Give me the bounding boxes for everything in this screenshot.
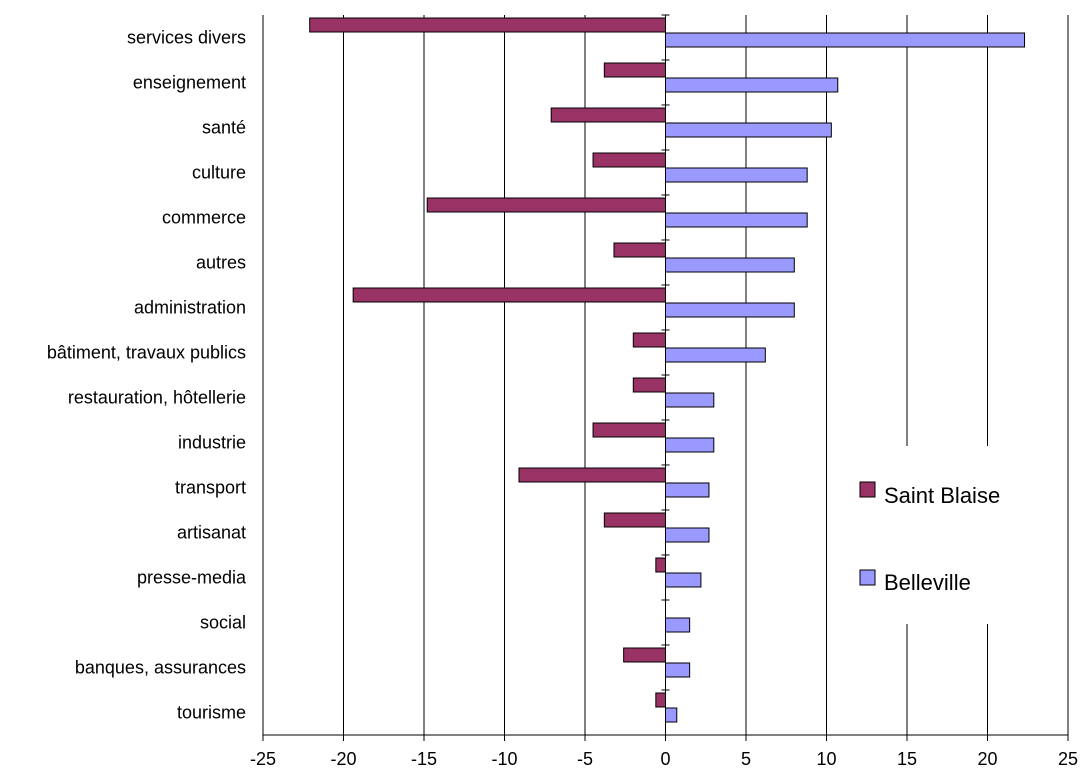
x-tick-labels: -25 -20 -15 -10 -5 0 5 10 15 20 25 <box>250 749 1078 769</box>
legend-background <box>850 446 1026 624</box>
category-label: presse-media <box>137 568 247 588</box>
bar-belleville <box>665 662 691 678</box>
x-tick-label: 15 <box>897 749 917 769</box>
x-tick-label: -25 <box>250 749 276 769</box>
legend-swatch-belleville <box>859 569 876 586</box>
bar-belleville <box>665 392 715 408</box>
bar-belleville <box>665 527 710 543</box>
bar-saint-blaise <box>655 692 667 708</box>
bar-saint-blaise <box>352 287 666 303</box>
category-label: autres <box>196 253 246 273</box>
bar-belleville <box>665 77 839 93</box>
category-label: banques, assurances <box>75 658 246 678</box>
bar-saint-blaise <box>623 647 667 663</box>
category-label: social <box>200 613 246 633</box>
bar-belleville <box>665 32 1026 48</box>
category-label: restauration, hôtellerie <box>68 388 246 408</box>
x-tick-label: -20 <box>330 749 356 769</box>
category-label: enseignement <box>133 73 246 93</box>
category-label: artisanat <box>177 523 246 543</box>
bar-belleville <box>665 437 715 453</box>
bars <box>309 17 1026 723</box>
legend-label-saint-blaise: Saint Blaise <box>884 483 1000 508</box>
bar-saint-blaise <box>550 107 666 123</box>
category-labels: services divers enseignement santé culture c… <box>47 28 247 723</box>
bar-saint-blaise <box>592 422 666 438</box>
category-label: culture <box>192 163 246 183</box>
bar-belleville <box>665 482 710 498</box>
bar-belleville <box>665 212 808 228</box>
legend-swatch-saint-blaise <box>859 481 876 498</box>
bar-saint-blaise <box>518 467 666 483</box>
bar-belleville <box>665 617 691 633</box>
category-label: industrie <box>178 433 246 453</box>
category-label: administration <box>134 298 246 318</box>
x-tick-label: 5 <box>741 749 751 769</box>
x-tick-label: 0 <box>660 749 670 769</box>
axes <box>262 14 1069 741</box>
bar-belleville <box>665 122 832 138</box>
bar-saint-blaise <box>632 377 666 393</box>
category-label: commerce <box>162 208 246 228</box>
x-tick-label: -5 <box>577 749 593 769</box>
x-tick-label: -10 <box>491 749 517 769</box>
bar-saint-blaise <box>592 152 666 168</box>
bar-saint-blaise <box>655 557 667 573</box>
x-tick-label: 25 <box>1058 749 1078 769</box>
category-label: tourisme <box>177 703 246 723</box>
bar-belleville <box>665 572 702 588</box>
category-label: transport <box>175 478 246 498</box>
bar-belleville <box>665 167 808 183</box>
bar-saint-blaise <box>603 62 667 78</box>
bar-saint-blaise <box>309 17 666 33</box>
bar-saint-blaise <box>603 512 667 528</box>
legend: Saint Blaise Belleville <box>850 446 1026 624</box>
bar-saint-blaise <box>613 242 666 258</box>
x-tick-label: 10 <box>816 749 836 769</box>
category-label: santé <box>202 118 246 138</box>
bar-saint-blaise <box>426 197 666 213</box>
bar-belleville <box>665 302 795 318</box>
bar-belleville <box>665 707 678 723</box>
category-label: bâtiment, travaux publics <box>47 343 246 363</box>
legend-label-belleville: Belleville <box>884 570 971 595</box>
bar-belleville <box>665 257 795 273</box>
category-label: services divers <box>127 28 246 48</box>
x-tick-label: 20 <box>977 749 997 769</box>
bar-belleville <box>665 347 766 363</box>
x-tick-label: -15 <box>411 749 437 769</box>
bar-saint-blaise <box>632 332 666 348</box>
